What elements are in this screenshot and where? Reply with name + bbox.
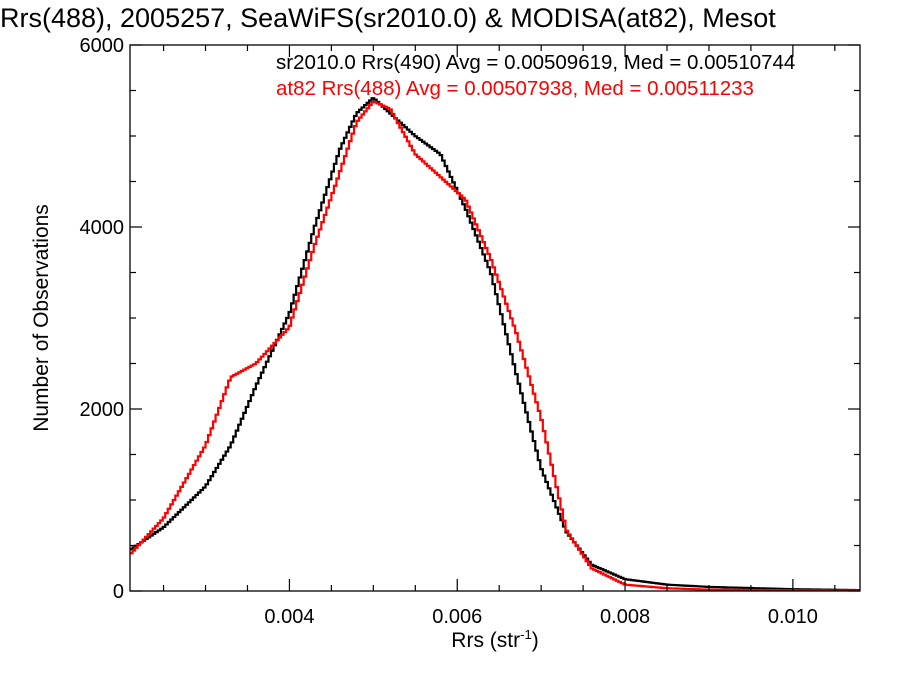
x-tick-label: 0.010: [768, 606, 818, 628]
chart-title: Rrs(488), 2005257, SeaWiFS(sr2010.0) & M…: [0, 3, 776, 33]
legend-entry-at82: at82 Rrs(488) Avg = 0.00507938, Med = 0.…: [276, 77, 754, 100]
x-axis-label-exponent: -1: [520, 627, 532, 642]
series-sr2010-line: [130, 97, 860, 591]
x-tick-label: 0.006: [432, 606, 482, 628]
legend-entry-sr2010: sr2010.0 Rrs(490) Avg = 0.00509619, Med …: [276, 51, 795, 74]
y-axis-label: Number of Observations: [30, 204, 53, 432]
plot-frame: [129, 44, 861, 592]
x-axis-label-end: ): [532, 629, 539, 652]
series-layer: [130, 97, 860, 591]
series-at82-line: [130, 100, 860, 591]
y-tick-label: 4000: [80, 217, 125, 239]
x-tick-label: 0.008: [600, 606, 650, 628]
tick-layer: 0.004 0.006 0.008 0.010 0 2000 4000 6000: [80, 35, 860, 628]
x-axis-label: Rrs (str-1): [451, 627, 538, 652]
y-tick-label: 2000: [80, 399, 125, 421]
y-tick-label: 6000: [80, 35, 125, 57]
x-tick-label: 0.004: [264, 606, 314, 628]
x-axis-label-main: Rrs (str: [451, 629, 520, 652]
y-tick-label: 0: [113, 581, 124, 603]
